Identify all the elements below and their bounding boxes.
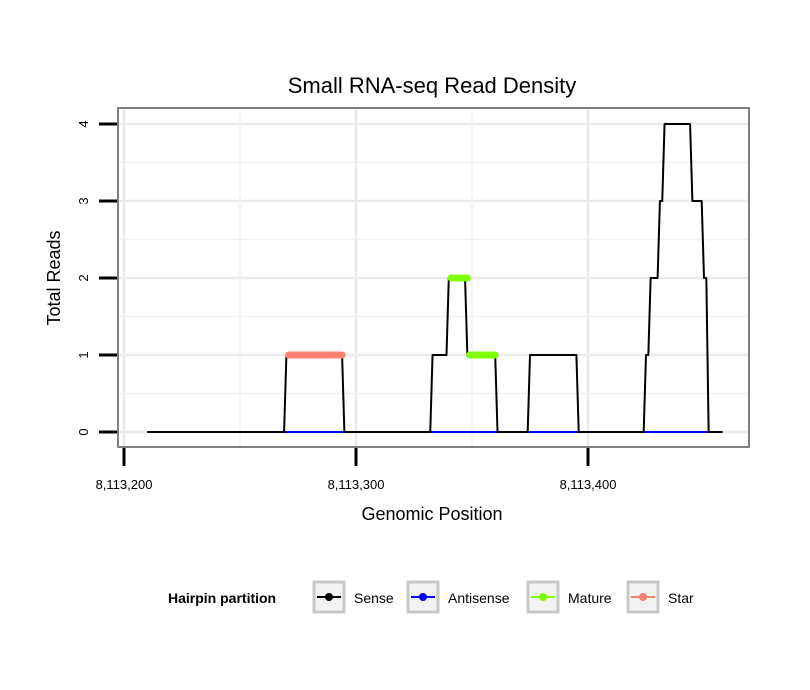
- series-layer: [147, 123, 723, 433]
- legend-key-dot: [419, 593, 427, 601]
- y-tick-label: 2: [76, 274, 91, 281]
- x-axis-title: Genomic Position: [361, 504, 502, 524]
- y-tick-label: 3: [76, 197, 91, 204]
- chart-title: Small RNA-seq Read Density: [288, 73, 577, 98]
- y-tick-label: 4: [76, 120, 91, 127]
- legend-key-dot: [639, 593, 647, 601]
- y-axis-title: Total Reads: [44, 230, 64, 325]
- legend-key-dot: [325, 593, 333, 601]
- plot-border: [117, 107, 750, 448]
- legend: Hairpin partition Sense Antisense Mature St…: [168, 580, 694, 614]
- x-axis: 8,113,200 8,113,300 8,113,400: [96, 448, 617, 492]
- legend-label-star: Star: [668, 590, 694, 606]
- legend-title: Hairpin partition: [168, 590, 276, 606]
- legend-label-mature: Mature: [568, 590, 612, 606]
- legend-key-dot: [539, 593, 547, 601]
- legend-label-antisense: Antisense: [448, 590, 510, 606]
- y-axis: 0 1 2 3 4: [76, 120, 117, 436]
- y-tick-label: 0: [76, 428, 91, 435]
- x-tick-label: 8,113,400: [560, 477, 617, 492]
- legend-label-sense: Sense: [354, 590, 394, 606]
- series-sense-line: [147, 123, 723, 433]
- grid-lines: [118, 108, 749, 447]
- x-tick-label: 8,113,300: [328, 477, 385, 492]
- x-tick-label: 8,113,200: [96, 477, 153, 492]
- y-tick-label: 1: [76, 351, 91, 358]
